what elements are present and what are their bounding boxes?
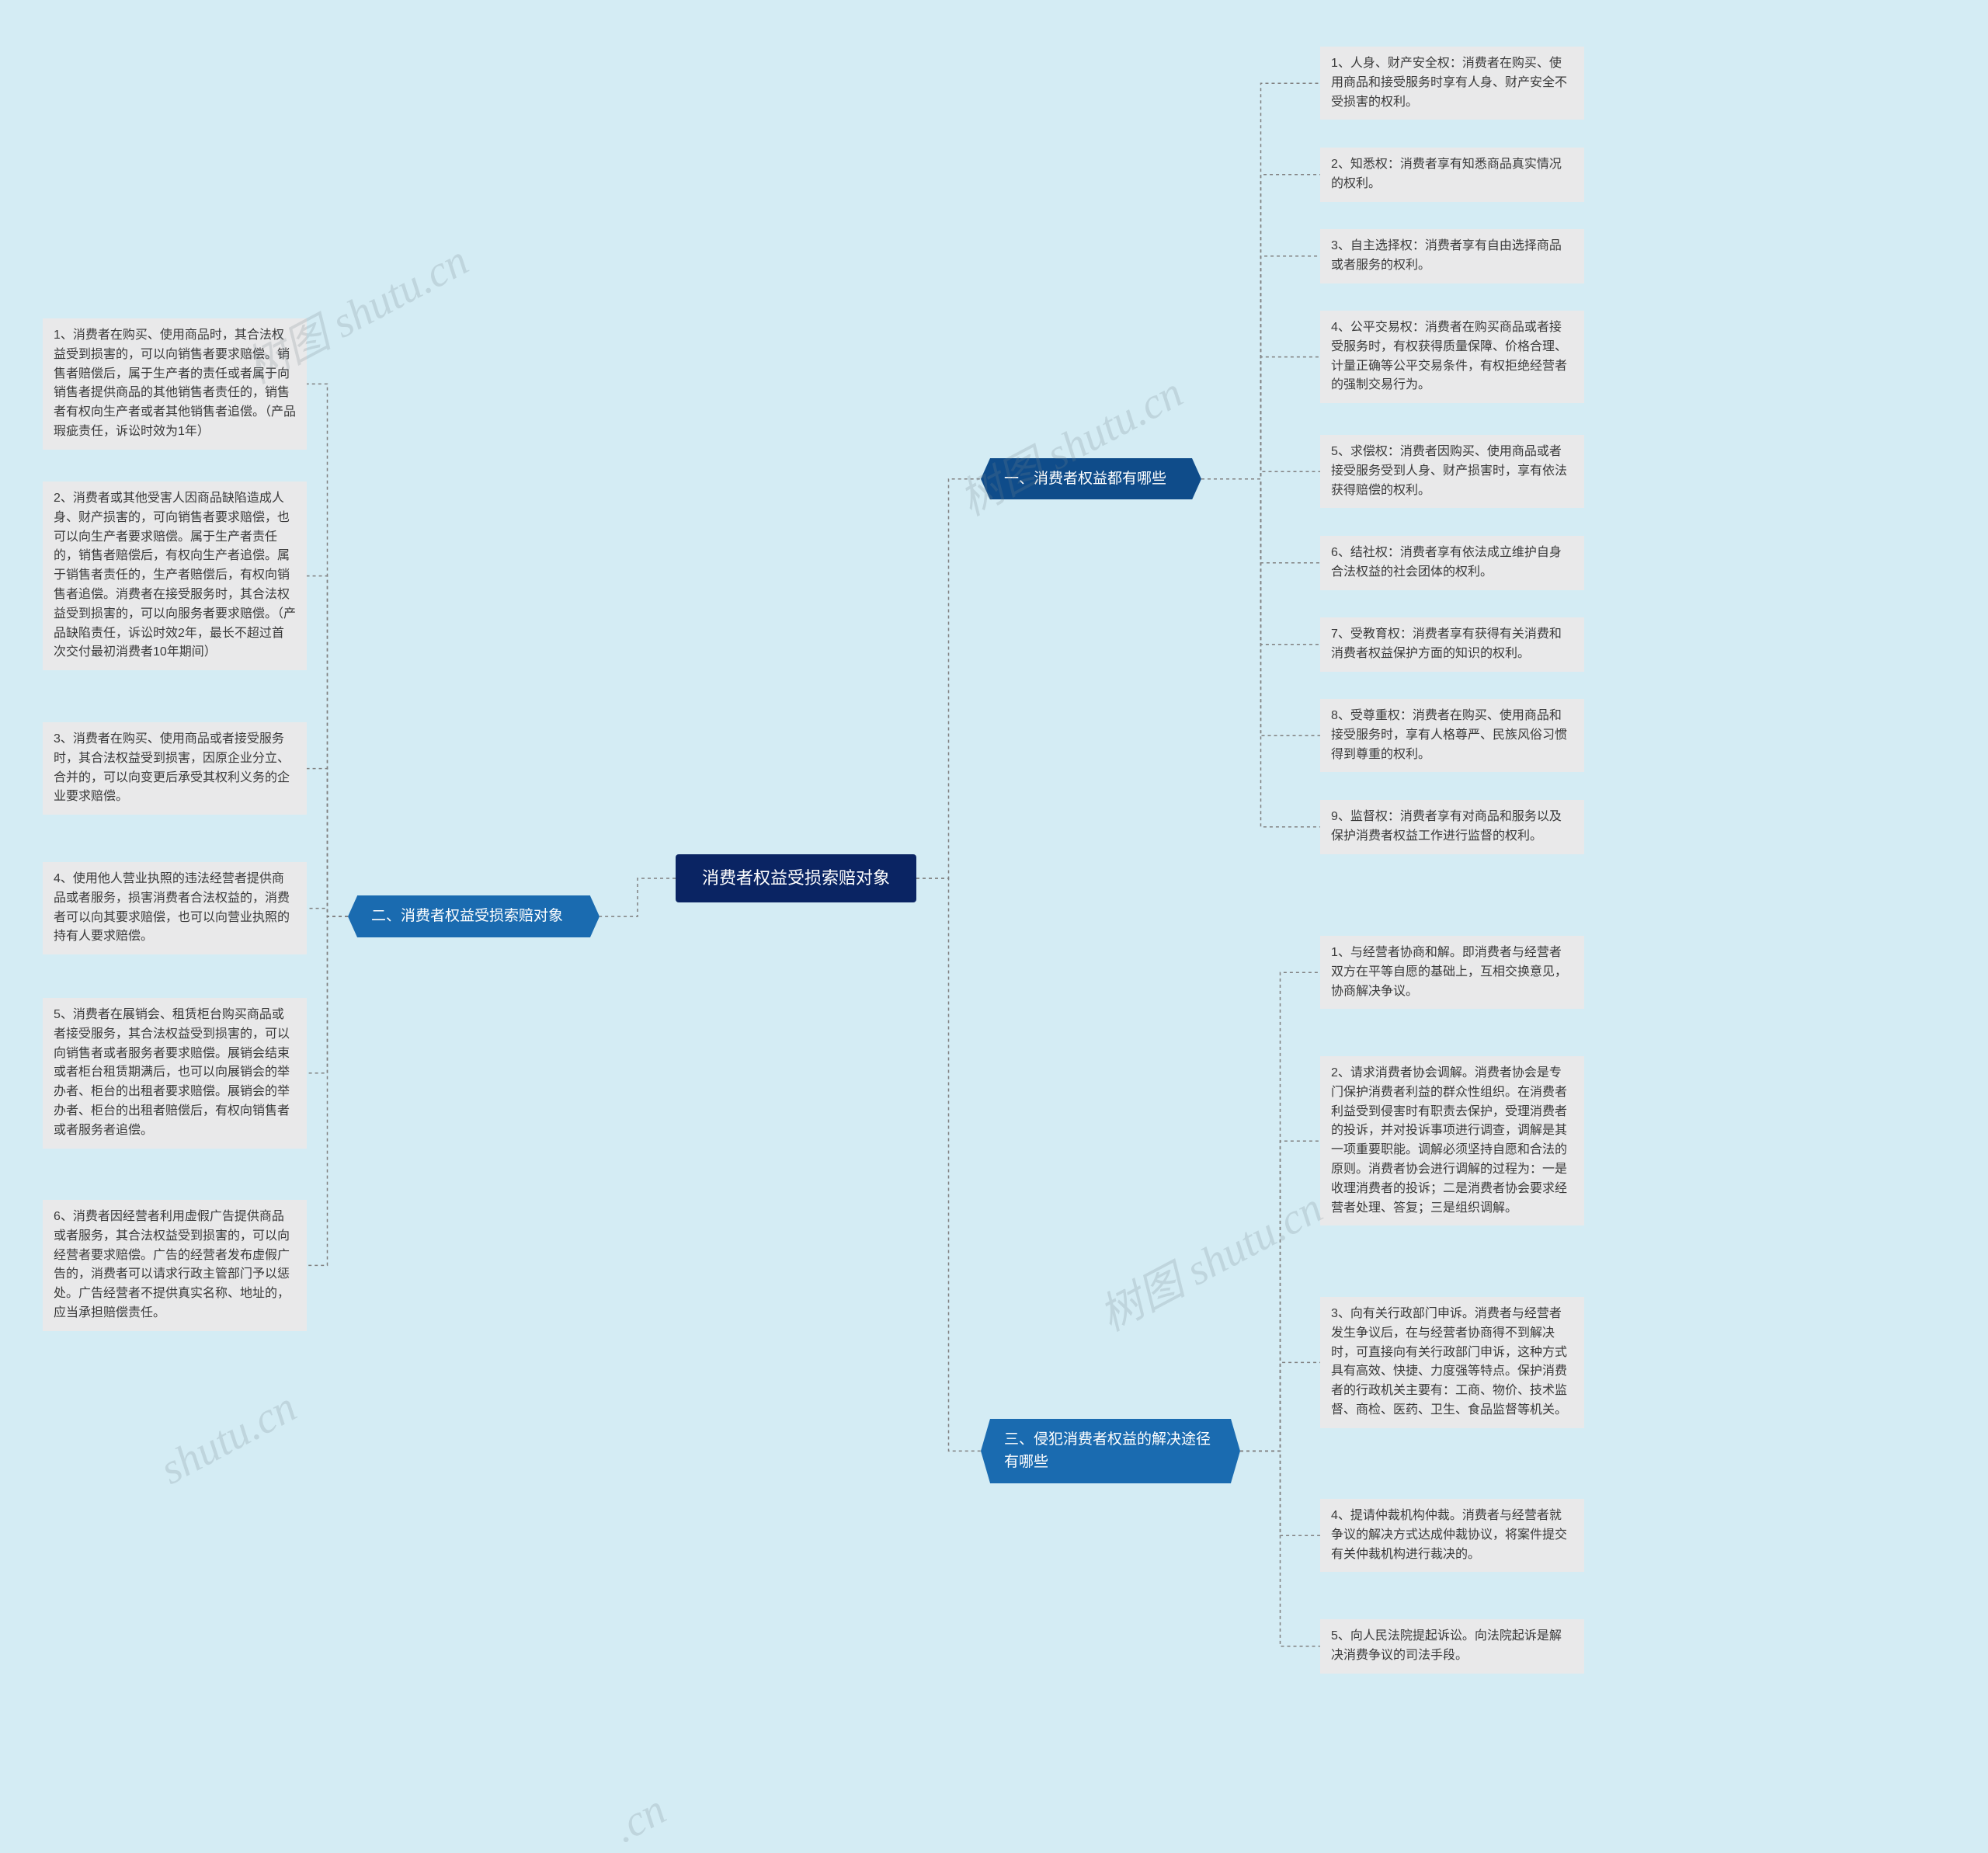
leaf-b1-0: 1、人身、财产安全权：消费者在购买、使用商品和接受服务时享有人身、财产安全不受损… <box>1320 47 1584 120</box>
leaf-b1-8: 9、监督权：消费者享有对商品和服务以及保护消费者权益工作进行监督的权利。 <box>1320 800 1584 854</box>
leaf-b2-1: 2、消费者或其他受害人因商品缺陷造成人身、财产损害的，可向销售者要求赔偿，也可以… <box>43 482 307 670</box>
leaf-b3-0: 1、与经营者协商和解。即消费者与经营者双方在平等自愿的基础上，互相交换意见，协商… <box>1320 936 1584 1009</box>
watermark: shutu.cn <box>152 1382 304 1495</box>
leaf-b3-4: 5、向人民法院提起诉讼。向法院起诉是解决消费争议的司法手段。 <box>1320 1619 1584 1674</box>
leaf-b1-5: 6、结社权：消费者享有依法成立维护自身合法权益的社会团体的权利。 <box>1320 536 1584 590</box>
leaf-b1-3: 4、公平交易权：消费者在购买商品或者接受服务时，有权获得质量保障、价格合理、计量… <box>1320 311 1584 403</box>
leaf-b2-5: 6、消费者因经营者利用虚假广告提供商品或者服务，其合法权益受到损害的，可以向经营… <box>43 1200 307 1331</box>
branch-1: 一、消费者权益都有哪些 <box>990 458 1192 499</box>
leaf-b2-0: 1、消费者在购买、使用商品时，其合法权益受到损害的，可以向销售者要求赔偿。销售者… <box>43 318 307 450</box>
leaf-b2-2: 3、消费者在购买、使用商品或者接受服务时，其合法权益受到损害，因原企业分立、合并… <box>43 722 307 815</box>
root-node: 消费者权益受损索赔对象 <box>676 854 916 902</box>
branch-3: 三、侵犯消费者权益的解决途径有哪些 <box>990 1419 1231 1483</box>
branch-2: 二、消费者权益受损索赔对象 <box>357 895 590 937</box>
leaf-b3-1: 2、请求消费者协会调解。消费者协会是专门保护消费者利益的群众性组织。在消费者利益… <box>1320 1056 1584 1225</box>
leaf-b3-2: 3、向有关行政部门申诉。消费者与经营者发生争议后，在与经营者协商得不到解决时，可… <box>1320 1297 1584 1428</box>
watermark: 树图 shutu.cn <box>1086 1173 1331 1344</box>
leaf-b1-4: 5、求偿权：消费者因购买、使用商品或者接受服务受到人身、财产损害时，享有依法获得… <box>1320 435 1584 508</box>
leaf-b1-6: 7、受教育权：消费者享有获得有关消费和消费者权益保护方面的知识的权利。 <box>1320 617 1584 672</box>
watermark: 树图 shutu.cn <box>947 358 1191 528</box>
leaf-b1-7: 8、受尊重权：消费者在购买、使用商品和接受服务时，享有人格尊严、民族风俗习惯得到… <box>1320 699 1584 772</box>
watermark: .cn <box>605 1785 674 1853</box>
leaf-b1-1: 2、知悉权：消费者享有知悉商品真实情况的权利。 <box>1320 148 1584 202</box>
leaf-b2-3: 4、使用他人营业执照的违法经营者提供商品或者服务，损害消费者合法权益的，消费者可… <box>43 862 307 954</box>
leaf-b2-4: 5、消费者在展销会、租赁柜台购买商品或者接受服务，其合法权益受到损害的，可以向销… <box>43 998 307 1149</box>
leaf-b1-2: 3、自主选择权：消费者享有自由选择商品或者服务的权利。 <box>1320 229 1584 283</box>
leaf-b3-3: 4、提请仲裁机构仲裁。消费者与经营者就争议的解决方式达成仲裁协议，将案件提交有关… <box>1320 1499 1584 1572</box>
